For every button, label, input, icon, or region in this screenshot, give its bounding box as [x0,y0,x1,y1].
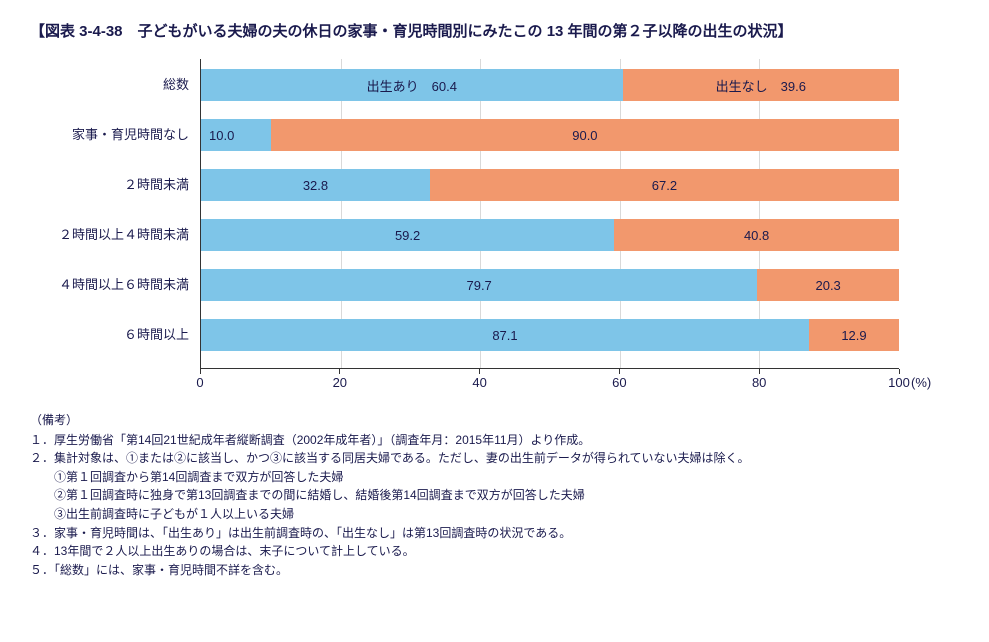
notes-heading: （備考） [30,411,959,430]
bar-segment-birth: 87.1 [201,319,809,351]
bar-segment-birth: 59.2 [201,219,614,251]
note-line: ２．集計対象は、①または②に該当し、かつ③に該当する同居夫婦である。ただし、妻の… [30,449,959,468]
x-axis-unit: (%) [911,375,931,390]
plot-region: 総数出生あり 60.4出生なし 39.6 家事・育児時間なし10.090.0 ２時間… [200,59,899,369]
chart-title: 【図表 3-4-38 子どもがいる夫婦の夫の休日の家事・育児時間別にみたこの 1… [30,20,959,41]
x-tick [759,369,760,374]
bar-segment-no-birth: 出生なし 39.6 [623,69,899,101]
note-line: ②第１回調査時に独身で第13回調査までの間に結婚し、結婚後第14回調査まで双方が… [30,486,959,505]
bar-row: 総数出生あり 60.4出生なし 39.6 [201,69,899,101]
bar-row: ４時間以上６時間未満79.720.3 [201,269,899,301]
category-label: 総数 [41,69,201,101]
bar-segment-no-birth: 90.0 [271,119,899,151]
bar-segment-no-birth: 12.9 [809,319,899,351]
x-tick [339,369,340,374]
category-label: ２時間以上４時間未満 [41,219,201,251]
x-axis: 020406080100(%) [200,369,899,399]
note-line: ３．家事・育児時間は、「出生あり」は出生前調査時の、「出生なし」は第13回調査時… [30,524,959,543]
chart-area: 総数出生あり 60.4出生なし 39.6 家事・育児時間なし10.090.0 ２時間… [200,59,899,399]
bar-segment-birth: 10.0 [201,119,271,151]
bar-row: ２時間以上４時間未満59.240.8 [201,219,899,251]
x-tick-label: 40 [472,375,486,390]
bar-row: 家事・育児時間なし10.090.0 [201,119,899,151]
category-label: ６時間以上 [41,319,201,351]
x-tick-label: 100 [888,375,910,390]
bar-segment-birth: 32.8 [201,169,430,201]
category-label: 家事・育児時間なし [41,119,201,151]
note-line: ③出生前調査時に子どもが１人以上いる夫婦 [30,505,959,524]
x-tick [899,369,900,374]
note-line: ５．「総数」には、家事・育児時間不詳を含む。 [30,561,959,580]
note-line: ４．13年間で２人以上出生ありの場合は、末子について計上している。 [30,542,959,561]
x-tick [619,369,620,374]
bar-segment-no-birth: 40.8 [614,219,899,251]
x-tick-label: 80 [752,375,766,390]
x-tick-label: 60 [612,375,626,390]
x-tick [200,369,201,374]
x-tick-label: 20 [333,375,347,390]
bar-segment-no-birth: 67.2 [430,169,899,201]
bar-segment-birth: 出生あり 60.4 [201,69,623,101]
category-label: ２時間未満 [41,169,201,201]
notes-block: （備考） １．厚生労働省「第14回21世紀成年者縦断調査（2002年成年者）」（… [30,411,959,579]
note-line: ①第１回調査から第14回調査まで双方が回答した夫婦 [30,468,959,487]
bar-row: ２時間未満32.867.2 [201,169,899,201]
x-tick-label: 0 [196,375,203,390]
x-tick [479,369,480,374]
category-label: ４時間以上６時間未満 [41,269,201,301]
bar-segment-birth: 79.7 [201,269,757,301]
note-line: １．厚生労働省「第14回21世紀成年者縦断調査（2002年成年者）」（調査年月：… [30,431,959,450]
bar-segment-no-birth: 20.3 [757,269,899,301]
bar-row: ６時間以上87.112.9 [201,319,899,351]
